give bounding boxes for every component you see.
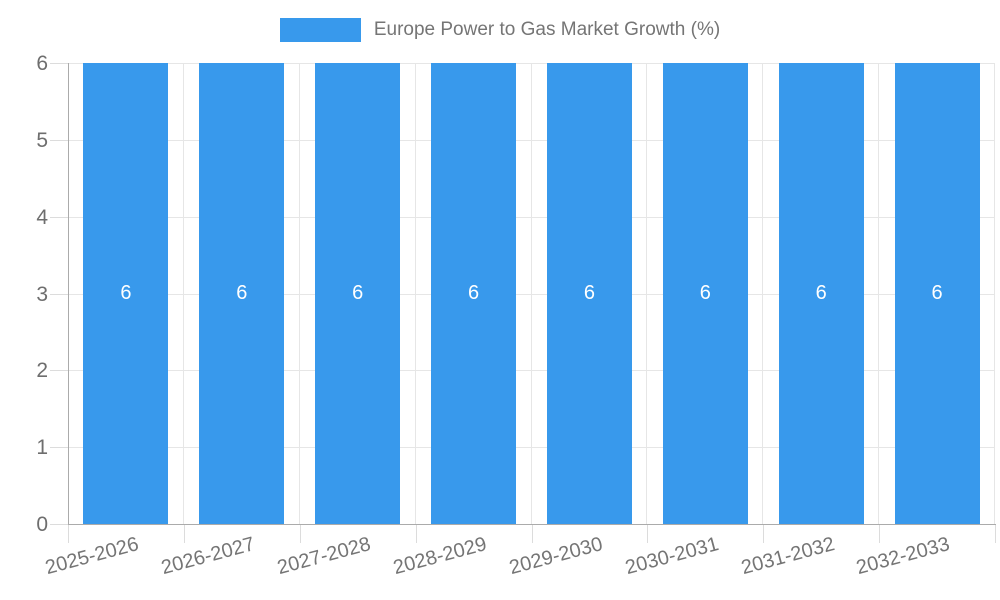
y-tick [50,447,68,449]
legend: Europe Power to Gas Market Growth (%) [0,18,1000,42]
bar: 6 [778,63,864,524]
gridline-v [994,63,995,524]
y-axis-tick-label: 3 [36,282,48,306]
x-tick [879,525,881,543]
x-axis-tick-label: 2028-2029 [390,533,489,580]
y-axis-tick-label: 4 [36,205,48,229]
x-axis-line [68,524,996,525]
gridline-h [68,370,995,372]
gridline-h [68,63,995,64]
gridline-h [68,139,995,141]
x-axis-tick-label: 2027-2028 [275,533,374,580]
gridline-h [68,293,995,295]
x-tick [995,525,996,543]
x-axis-tick-label: 2031-2032 [738,533,837,580]
y-axis-tick-label: 0 [36,513,48,536]
y-tick [50,293,68,295]
bar: 6 [662,63,748,524]
bar: 6 [546,63,632,524]
bar-value-label: 6 [815,282,827,304]
bar-value-label: 6 [583,282,595,304]
x-axis-tick-label: 2026-2027 [159,533,258,580]
y-axis-tick-label: 5 [36,128,48,152]
gridline-h [68,216,995,218]
bar: 6 [431,63,517,524]
x-tick [531,525,533,543]
bar: 6 [894,63,980,524]
y-tick [50,139,68,141]
x-tick [68,525,69,543]
gridline-v [646,63,648,524]
y-axis-tick-label: 6 [36,52,48,75]
x-tick [299,525,301,543]
chart-title: Europe Power to Gas Market Growth (%) [373,19,721,40]
y-axis-line [68,63,69,524]
bar: 6 [83,63,169,524]
bar-value-label: 6 [468,282,480,304]
gridline-v [762,63,764,524]
x-tick [763,525,765,543]
y-tick [50,216,68,218]
legend-item[interactable]: Europe Power to Gas Market Growth (%) [279,18,721,42]
x-tick [183,525,185,543]
bar: 6 [315,63,401,524]
gridline-v [182,63,184,524]
x-axis-tick-label: 2032-2033 [854,533,953,580]
plot-area: 6 6 6 6 6 6 6 6 [68,63,995,524]
bar-value-label: 6 [699,282,711,304]
y-tick [50,524,68,525]
gridline-v [298,63,300,524]
x-axis-tick-label: 2029-2030 [506,533,605,580]
x-axis-tick-label: 2030-2031 [622,533,721,580]
y-axis-tick-label: 2 [36,359,48,383]
gridline-v [414,63,416,524]
y-tick [50,370,68,372]
y-axis-tick-label: 1 [36,436,48,460]
x-tick [415,525,417,543]
bar: 6 [199,63,285,524]
bar-value-label: 6 [236,282,248,304]
x-axis-tick-label: 2025-2026 [43,533,142,580]
legend-swatch [279,18,361,42]
gridline-h [68,447,995,449]
bar-value-label: 6 [352,282,364,304]
gridline-v [878,63,880,524]
y-tick [50,63,68,64]
bar-value-label: 6 [931,282,943,304]
x-tick [647,525,649,543]
gridline-v [530,63,532,524]
bar-value-label: 6 [120,282,132,304]
